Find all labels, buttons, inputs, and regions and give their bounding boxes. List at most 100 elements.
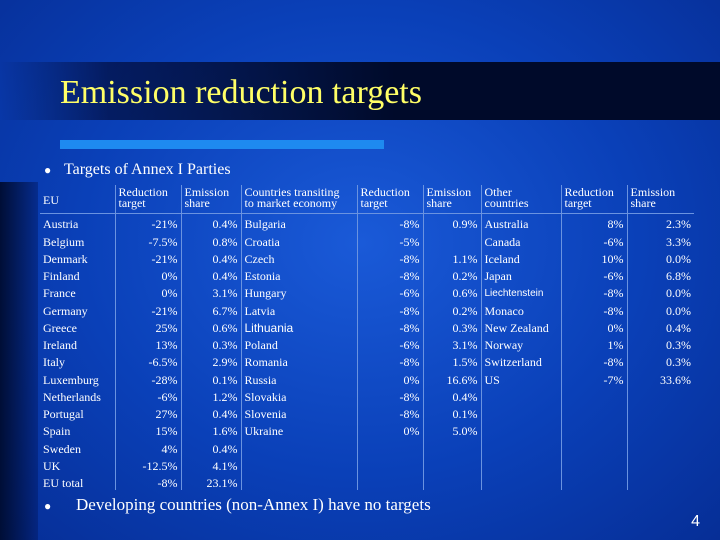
cell-transit-share: 0.2% bbox=[423, 300, 482, 318]
cell-eu-country: Luxemburg bbox=[40, 369, 116, 387]
cell-eu-share: 0.4% bbox=[181, 213, 242, 232]
cell-other-share bbox=[627, 438, 694, 455]
cell-transit-country: Estonia bbox=[241, 265, 358, 283]
cell-transit-country: Romania bbox=[241, 352, 358, 370]
cell-transit-country: Lithuania bbox=[241, 317, 358, 335]
cell-other-reduction: 1% bbox=[561, 334, 628, 352]
cell-other-share bbox=[627, 456, 694, 473]
cell-eu-share: 0.4% bbox=[181, 403, 242, 421]
cell-eu-country: Italy bbox=[40, 352, 116, 370]
table-row: Luxemburg -28% 0.1% Russia 0% 16.6% US -7% 33.6% bbox=[40, 369, 694, 387]
cell-other-country: Canada bbox=[481, 231, 562, 249]
cell-transit-country: Latvia bbox=[241, 300, 358, 318]
cell-transit-share bbox=[423, 438, 482, 456]
cell-other-reduction: -8% bbox=[561, 283, 628, 301]
cell-eu-reduction: -6.5% bbox=[115, 352, 182, 370]
cell-eu-reduction: 15% bbox=[115, 421, 182, 439]
table-row: Ireland 13% 0.3% Poland -6% 3.1% Norway 1% 0.3% bbox=[40, 334, 694, 352]
cell-eu-reduction: -12.5% bbox=[115, 455, 182, 473]
table-row: Austria -21% 0.4% Bulgaria -8% 0.9% Australia 8… bbox=[40, 213, 694, 232]
cell-eu-reduction: 13% bbox=[115, 334, 182, 352]
header-other-reduction: Reduction target bbox=[561, 185, 628, 214]
cell-other-country: US bbox=[481, 369, 562, 387]
cell-transit-reduction: -8% bbox=[357, 386, 424, 404]
table-row: Spain 15% 1.6% Ukraine 0% 5.0% bbox=[40, 421, 694, 439]
cell-other-country: Iceland bbox=[481, 248, 562, 266]
cell-transit-share bbox=[423, 472, 482, 490]
cell-transit-country bbox=[241, 472, 358, 490]
cell-eu-country: France bbox=[40, 283, 116, 301]
cell-other-share: 3.3% bbox=[666, 234, 691, 249]
cell-other-reduction: -6% bbox=[561, 265, 628, 283]
title-underline bbox=[60, 140, 384, 149]
bullet-icon: ● bbox=[44, 163, 52, 177]
cell-eu-country: Netherlands bbox=[40, 386, 116, 404]
cell-eu-share: 0.8% bbox=[181, 231, 242, 249]
cell-other-reduction bbox=[561, 421, 628, 439]
cell-transit-reduction: -8% bbox=[357, 300, 424, 318]
cell-other-country bbox=[481, 472, 562, 490]
header-eu-reduction: Reduction target bbox=[115, 185, 182, 214]
cell-eu-country: Belgium bbox=[40, 231, 116, 249]
table-row: UK -12.5% 4.1% bbox=[40, 455, 694, 473]
cell-transit-country: Czech bbox=[241, 248, 358, 266]
table-row: EU total -8% 23.1% bbox=[40, 472, 694, 490]
cell-other-reduction: -6% bbox=[561, 231, 628, 249]
cell-eu-reduction: -28% bbox=[115, 369, 182, 387]
bullet-developing-text: Developing countries (non-Annex I) have … bbox=[76, 495, 431, 514]
table-row: Sweden 4% 0.4% bbox=[40, 438, 694, 456]
cell-other-country bbox=[481, 421, 562, 439]
cell-other-share bbox=[627, 421, 694, 438]
cell-other-reduction bbox=[561, 386, 628, 404]
table-row: Germany -21% 6.7% Latvia -8% 0.2% Monaco -8% 0.0… bbox=[40, 300, 694, 318]
cell-other-reduction bbox=[561, 438, 628, 456]
cell-transit-reduction: -8% bbox=[357, 352, 424, 370]
bullet-annex-i-text: Targets of Annex I Parties bbox=[64, 161, 231, 178]
cell-other-country: Australia bbox=[481, 213, 562, 232]
cell-other-share bbox=[627, 387, 694, 404]
cell-eu-country: UK bbox=[40, 455, 116, 473]
cell-transit-reduction bbox=[357, 438, 424, 456]
cell-eu-country: Portugal bbox=[40, 403, 116, 421]
cell-other-reduction: -8% bbox=[561, 352, 628, 370]
cell-transit-country bbox=[241, 455, 358, 473]
cell-transit-share: 0.9% bbox=[423, 213, 482, 232]
cell-eu-reduction: -6% bbox=[115, 386, 182, 404]
cell-transit-reduction: 0% bbox=[357, 421, 424, 439]
cell-other-country: New Zealand bbox=[481, 317, 562, 335]
cell-eu-country: Ireland bbox=[40, 334, 116, 352]
cell-other-country bbox=[481, 455, 562, 473]
cell-other-country: Liechtenstein bbox=[481, 283, 562, 301]
cell-other-share: 0.3% bbox=[666, 338, 691, 352]
cell-other-reduction: -7% bbox=[561, 369, 628, 387]
table-row: Denmark -21% 0.4% Czech -8% 1.1% Iceland 10% 0.0… bbox=[40, 248, 694, 266]
cell-transit-country: Poland bbox=[241, 334, 358, 352]
cell-eu-reduction: 0% bbox=[115, 283, 182, 301]
cell-other-share: 2.3% bbox=[666, 217, 691, 232]
bullet-icon: ● bbox=[44, 499, 52, 513]
cell-transit-share bbox=[423, 231, 482, 249]
cell-other-share: 0.0% bbox=[666, 286, 691, 301]
bullet-developing: ● Developing countries (non-Annex I) have… bbox=[44, 495, 431, 515]
cell-transit-country bbox=[241, 438, 358, 456]
table-row: Belgium -7.5% 0.8% Croatia -5% Canada -6% 3.3% bbox=[40, 231, 694, 249]
cell-transit-reduction bbox=[357, 455, 424, 473]
cell-eu-country: Finland bbox=[40, 265, 116, 283]
cell-other-reduction: 8% bbox=[561, 213, 628, 232]
cell-eu-country: Denmark bbox=[40, 248, 116, 266]
cell-eu-reduction: 25% bbox=[115, 317, 182, 335]
left-decorative-bar bbox=[0, 182, 38, 540]
cell-eu-share: 1.2% bbox=[181, 386, 242, 404]
cell-other-reduction: 10% bbox=[561, 248, 628, 266]
cell-transit-reduction: 0% bbox=[357, 369, 424, 387]
cell-other-reduction bbox=[561, 403, 628, 421]
page-title: Emission reduction targets bbox=[60, 74, 422, 111]
cell-transit-country: Russia bbox=[241, 369, 358, 387]
cell-transit-reduction: -6% bbox=[357, 283, 424, 301]
cell-transit-reduction: -8% bbox=[357, 403, 424, 421]
cell-other-reduction: 0% bbox=[561, 317, 628, 335]
cell-transit-country: Slovakia bbox=[241, 386, 358, 404]
bullet-annex-i: ● Targets of Annex I Parties bbox=[44, 161, 231, 179]
cell-transit-reduction: -8% bbox=[357, 248, 424, 266]
cell-transit-reduction: -8% bbox=[357, 213, 424, 232]
